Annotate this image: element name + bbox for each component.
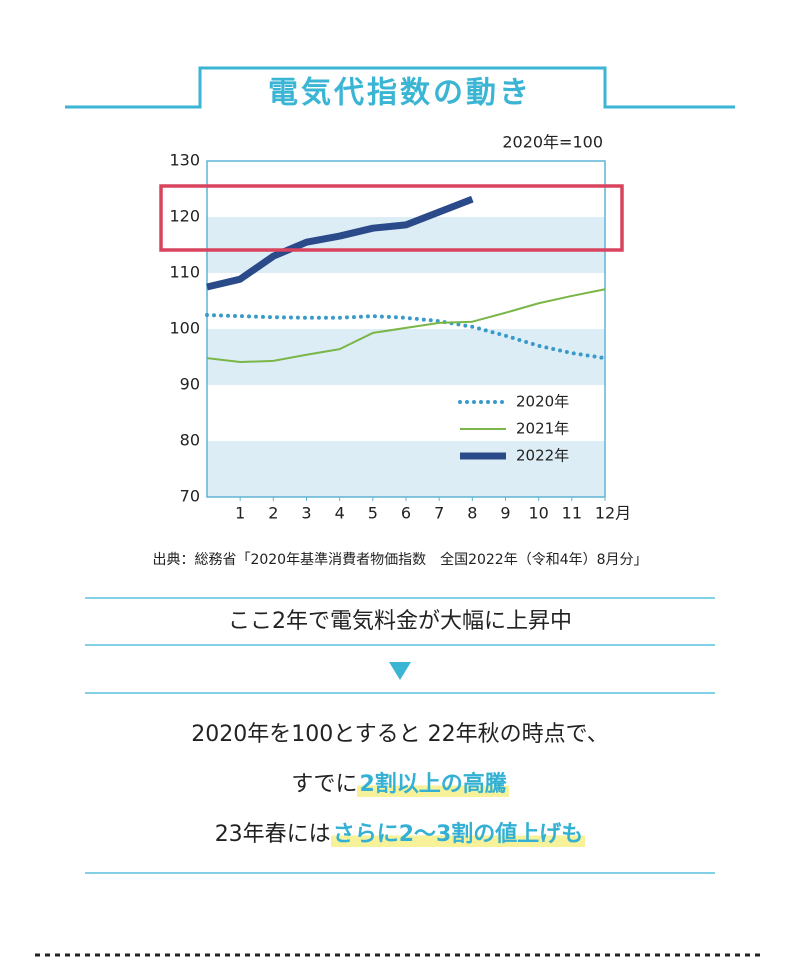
message-emphasis: 2割以上の高騰 xyxy=(357,772,509,797)
series-line xyxy=(206,288,606,364)
title-frame xyxy=(65,66,735,109)
y-tick-label: 110 xyxy=(169,263,200,282)
x-tick-label: 2 xyxy=(268,504,278,523)
x-tick-label: 3 xyxy=(301,504,311,523)
series-line xyxy=(205,313,607,361)
y-tick-label: 90 xyxy=(180,375,200,394)
band xyxy=(207,329,605,385)
source-note: 出典：総務省「2020年基準消費者物価指数 全国2022年（令和4年）8月分」 xyxy=(152,551,647,568)
y-tick-label: 80 xyxy=(180,431,200,450)
message-text: 23年春には xyxy=(214,822,331,847)
arrow-down xyxy=(389,662,411,680)
legend-label: 2021年 xyxy=(516,420,569,438)
legend-label: 2020年 xyxy=(516,393,569,411)
x-tick-label: 4 xyxy=(335,504,345,523)
message-line: 23年春にはさらに2〜3割の値上げも xyxy=(0,820,800,850)
x-tick-label: 6 xyxy=(401,504,411,523)
highlight-box xyxy=(159,184,624,252)
x-tick-label: 8 xyxy=(467,504,477,523)
y-tick-label: 100 xyxy=(169,319,200,338)
y-tick-label: 120 xyxy=(169,207,200,226)
legend-label: 2022年 xyxy=(516,447,569,465)
x-tick-label: 9 xyxy=(500,504,510,523)
message-emphasis: さらに2〜3割の値上げも xyxy=(330,822,586,847)
x-tick-label: 11 xyxy=(562,504,582,523)
series-line xyxy=(206,195,474,291)
x-tick-label: 5 xyxy=(368,504,378,523)
x-tick-label: 10 xyxy=(528,504,548,523)
y-tick-label: 70 xyxy=(180,487,200,506)
x-tick-label: 1 xyxy=(235,504,245,523)
summary: ここ2年で電気料金が大幅に上昇中 xyxy=(228,609,572,634)
x-tick-label: 7 xyxy=(434,504,444,523)
unit-note: 2020年=100 xyxy=(502,133,603,152)
message-line: 2020年を100とすると 22年秋の時点で、 xyxy=(191,722,609,747)
x-tick-label: 12月 xyxy=(595,504,631,523)
message-line: すでに2割以上の高騰 xyxy=(0,770,800,800)
chart-title: 電気代指数の動き xyxy=(268,76,532,111)
y-tick-label: 130 xyxy=(169,151,200,170)
band xyxy=(207,441,605,497)
message-text: すでに xyxy=(291,772,358,797)
